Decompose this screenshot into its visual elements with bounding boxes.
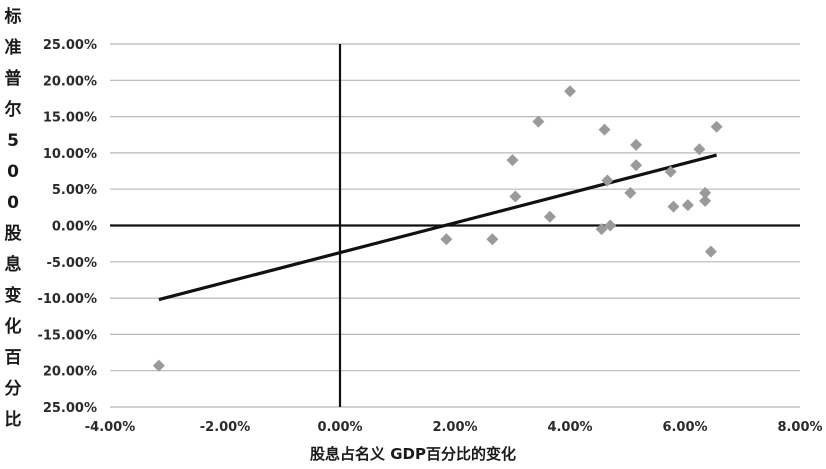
y-axis-label-char: 百 bbox=[4, 348, 22, 368]
x-tick-label: -4.00% bbox=[85, 420, 136, 435]
y-axis-label-char: 标 bbox=[4, 7, 22, 27]
data-point bbox=[509, 190, 522, 203]
y-tick-label: 25.00% bbox=[43, 401, 97, 416]
x-tick-label: 8.00% bbox=[777, 420, 822, 435]
y-axis-label-char: 息 bbox=[4, 255, 22, 275]
x-axis-label: 股息占名义 GDP百分比的变化 bbox=[310, 445, 516, 463]
data-point bbox=[630, 159, 643, 172]
data-point bbox=[595, 223, 608, 236]
data-point bbox=[667, 200, 680, 213]
data-point bbox=[681, 199, 694, 212]
data-point bbox=[543, 210, 556, 223]
data-point bbox=[699, 194, 712, 207]
y-axis-label-char: 0 bbox=[7, 162, 19, 182]
y-tick-label: 10.00% bbox=[43, 147, 97, 162]
data-point bbox=[699, 186, 712, 199]
data-point bbox=[506, 154, 519, 167]
y-axis-label-char: 普 bbox=[4, 69, 22, 89]
y-tick-label: 20.00% bbox=[43, 365, 97, 380]
y-axis-label-char: 尔 bbox=[4, 100, 22, 120]
data-point bbox=[604, 219, 617, 232]
y-axis-label-char: 5 bbox=[7, 131, 19, 151]
data-point bbox=[624, 186, 637, 199]
y-tick-label: 0.00% bbox=[52, 220, 97, 235]
data-point bbox=[693, 143, 706, 156]
y-axis-label-char: 化 bbox=[4, 317, 22, 337]
y-axis-label-char: 0 bbox=[7, 193, 19, 213]
x-tick-label: 6.00% bbox=[662, 420, 707, 435]
data-point bbox=[564, 85, 576, 98]
y-axis-label-char: 比 bbox=[4, 410, 22, 430]
y-tick-label: 25.00% bbox=[43, 38, 97, 53]
data-point bbox=[532, 115, 545, 128]
y-tick-label: -5.00% bbox=[47, 256, 98, 271]
data-point bbox=[664, 165, 677, 178]
x-tick-label: 4.00% bbox=[547, 420, 592, 435]
y-tick-label: -15.00% bbox=[37, 328, 97, 343]
y-axis-label-char: 分 bbox=[4, 379, 22, 399]
y-tick-label: 5.00% bbox=[52, 183, 97, 198]
data-point bbox=[601, 174, 614, 187]
trend-line bbox=[158, 153, 718, 302]
y-axis-label-char: 准 bbox=[4, 38, 22, 58]
data-point bbox=[440, 233, 453, 246]
y-axis-label-char: 股 bbox=[4, 224, 22, 244]
x-tick-label: -2.00% bbox=[200, 420, 251, 435]
y-tick-label: 15.00% bbox=[43, 111, 97, 126]
x-tick-label: 0.00% bbox=[317, 420, 362, 435]
data-point bbox=[152, 359, 165, 372]
data-point bbox=[710, 120, 723, 133]
y-tick-label: -10.00% bbox=[37, 292, 97, 307]
y-tick-label: 20.00% bbox=[43, 74, 97, 89]
y-axis-label: 标准普尔 5 0 0 股息变化百分比 bbox=[2, 2, 24, 436]
data-point bbox=[598, 123, 611, 136]
data-point bbox=[704, 245, 717, 258]
x-tick-label: 2.00% bbox=[432, 420, 477, 435]
data-point bbox=[630, 138, 643, 151]
y-axis-label-char: 变 bbox=[4, 286, 22, 306]
data-point bbox=[486, 233, 499, 246]
